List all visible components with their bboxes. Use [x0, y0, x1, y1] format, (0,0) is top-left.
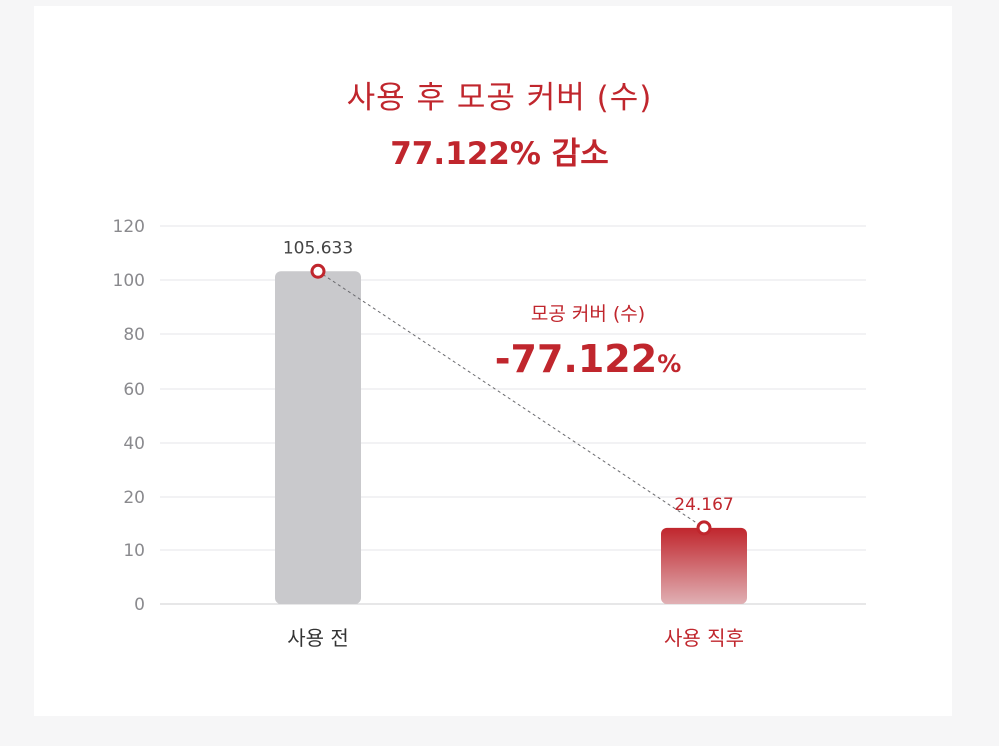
y-tick-label: 10 [123, 541, 145, 561]
y-tick-label: 0 [134, 595, 145, 615]
annotation-label: 모공 커버 (수) [531, 303, 645, 325]
connector-line [317, 270, 705, 529]
x-category-label: 사용 전 [287, 626, 349, 650]
bars: 사용 전 105.633 사용 직후 24.167 [275, 238, 747, 650]
bar [275, 271, 361, 604]
chart-card [34, 6, 952, 716]
y-tick-label: 60 [123, 380, 145, 400]
grid-lines: 0 10 20 40 60 80 100 120 [113, 217, 866, 615]
bar [661, 527, 747, 604]
chart-title: 사용 후 모공 커버 (수) [346, 80, 653, 116]
chart-subtitle: 77.122% 감소 [390, 136, 609, 172]
annotation-value-number: -77.122 [495, 337, 657, 381]
data-label: 105.633 [283, 238, 353, 258]
data-label: 24.167 [674, 495, 733, 515]
annotation-value: -77.122% [495, 337, 681, 381]
point-marker [310, 263, 326, 279]
y-tick-label: 120 [113, 217, 145, 237]
y-tick-label: 80 [123, 325, 145, 345]
y-tick-label: 40 [123, 434, 145, 454]
point-marker [696, 520, 712, 536]
x-category-label: 사용 직후 [664, 626, 744, 650]
y-tick-label: 100 [113, 271, 145, 291]
y-tick-label: 20 [123, 488, 145, 508]
markers [310, 263, 712, 536]
annotation-value-unit: % [657, 350, 681, 378]
